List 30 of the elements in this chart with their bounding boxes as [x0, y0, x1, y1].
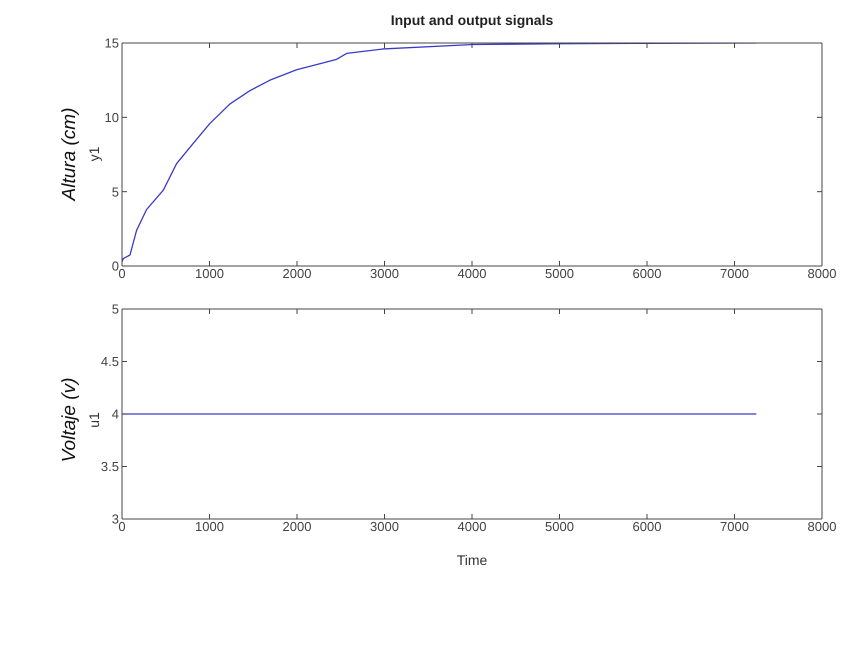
y-tick-label: 5: [112, 184, 119, 200]
y-axis-title: y1: [86, 146, 102, 162]
text: Voltaje (v): [59, 378, 81, 462]
text: Altura (cm): [59, 108, 81, 200]
y-tick-label: 10: [104, 110, 119, 125]
y-tick-label: 5: [112, 302, 119, 317]
x-tick-label: 1000: [195, 519, 224, 534]
chart-title: Input and output signals: [390, 12, 554, 28]
y-tick-label: 4: [112, 406, 119, 422]
x-axis-title: Time: [456, 552, 488, 568]
x-tick-label: 3000: [370, 519, 399, 534]
x-tick-label: 7000: [720, 266, 749, 282]
x-tick-label: 6000: [632, 266, 662, 282]
x-tick-label: 8000: [808, 519, 836, 534]
x-tick-label: 4000: [458, 519, 486, 534]
y-tick-label: 15: [104, 36, 119, 51]
x-tick-label: 7000: [720, 519, 749, 534]
x-tick-label: 2000: [282, 519, 312, 534]
y-tick-label: 3: [112, 512, 119, 527]
x-tick-label: 6000: [632, 519, 662, 534]
x-tick-label: 5000: [545, 519, 574, 534]
y-tick-label: 4.5: [100, 354, 119, 370]
y-axis-title: u1: [86, 412, 102, 428]
x-tick-label: 5000: [545, 266, 574, 282]
x-tick-label: 8000: [808, 266, 836, 282]
x-tick-label: 2000: [282, 266, 312, 282]
x-tick-label: 1000: [195, 266, 224, 282]
x-tick-label: 3000: [370, 266, 399, 282]
x-tick-label: 4000: [458, 266, 486, 282]
y-tick-label: 3.5: [100, 459, 119, 474]
